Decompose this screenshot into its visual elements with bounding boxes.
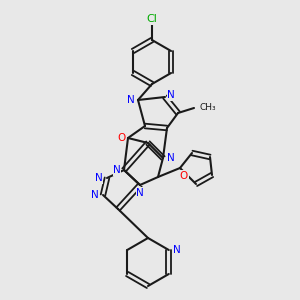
Text: N: N — [95, 173, 103, 183]
Text: O: O — [117, 133, 125, 143]
Text: N: N — [167, 153, 175, 163]
Text: N: N — [91, 190, 99, 200]
Text: O: O — [180, 171, 188, 181]
Text: N: N — [173, 245, 181, 255]
Text: N: N — [113, 165, 121, 175]
Text: N: N — [127, 95, 135, 105]
Text: N: N — [167, 90, 175, 100]
Text: N: N — [136, 188, 144, 198]
Text: CH₃: CH₃ — [199, 103, 216, 112]
Text: Cl: Cl — [147, 14, 158, 24]
